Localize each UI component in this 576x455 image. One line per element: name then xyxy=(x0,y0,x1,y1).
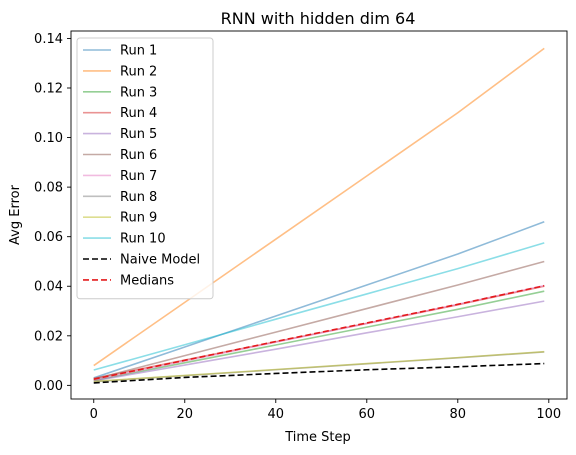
x-tick-label: 100 xyxy=(536,407,561,422)
legend-label-run-8: Run 8 xyxy=(120,190,157,205)
legend-label-run-2: Run 2 xyxy=(120,64,157,79)
legend-label-run-3: Run 3 xyxy=(120,85,157,100)
x-tick-label: 20 xyxy=(176,407,193,422)
x-tick-label: 60 xyxy=(359,407,376,422)
series-line-medians xyxy=(93,284,545,380)
legend: Run 1 Run 2 Run 3 Run 4 Run 5 Run 6 Run 7 Run 8… xyxy=(76,37,214,300)
legend-label-run-10: Run 10 xyxy=(120,232,166,247)
legend-label-naive-model: Naive Model xyxy=(120,253,200,268)
legend-label-run-1: Run 1 xyxy=(120,44,157,59)
chart-title: RNN with hidden dim 64 xyxy=(221,9,416,28)
axes-layer: 0 20 40 60 80 100 0.00 0.02 0.04 0.06 0.08 0.10 0.12… xyxy=(34,32,561,422)
plot-frame xyxy=(70,30,568,400)
series-line-run-9 xyxy=(93,350,545,383)
y-tick-label: 0.00 xyxy=(34,379,63,394)
series-line-run-5 xyxy=(93,300,545,382)
y-tick-label: 0.02 xyxy=(34,329,63,344)
series-layer xyxy=(93,47,545,384)
legend-label-run-7: Run 7 xyxy=(120,169,157,184)
legend-label-run-6: Run 6 xyxy=(120,148,157,163)
legend-label-run-9: Run 9 xyxy=(120,211,157,226)
series-line-run-10 xyxy=(93,242,545,371)
series-line-run-3 xyxy=(93,290,545,382)
series-line-run-1 xyxy=(93,221,545,379)
series-line-run-6 xyxy=(93,260,545,380)
series-line-naive-model xyxy=(93,362,545,384)
y-tick-label: 0.08 xyxy=(34,181,63,196)
y-tick-label: 0.12 xyxy=(34,81,63,96)
legend-label-medians: Medians xyxy=(120,273,174,288)
legend-box xyxy=(76,37,214,300)
legend-label-run-5: Run 5 xyxy=(120,127,157,142)
y-tick-label: 0.04 xyxy=(34,280,63,295)
y-tick-label: 0.10 xyxy=(34,131,63,146)
series-line-run-2 xyxy=(93,47,545,367)
y-axis-title: Avg Error xyxy=(8,184,23,245)
y-tick-label: 0.06 xyxy=(34,230,63,245)
x-tick-label: 40 xyxy=(267,407,284,422)
y-tick-label: 0.14 xyxy=(34,32,63,47)
legend-label-run-4: Run 4 xyxy=(120,106,157,121)
x-tick-label: 80 xyxy=(450,407,467,422)
x-axis-title: Time Step xyxy=(284,430,351,445)
x-tick-label: 0 xyxy=(90,407,98,422)
